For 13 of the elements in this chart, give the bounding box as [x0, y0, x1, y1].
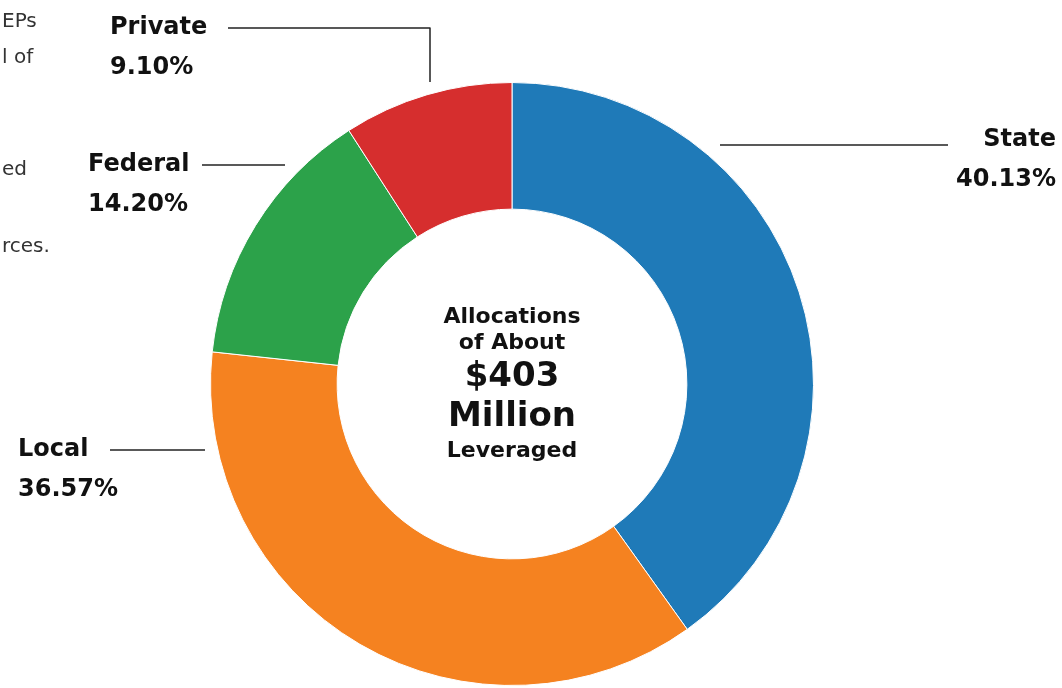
data-label: 40.13% — [956, 164, 1056, 193]
slice-label: Local — [18, 434, 89, 463]
text: rces. — [2, 233, 50, 258]
slice-label: Private — [110, 12, 208, 41]
text: ed — [2, 156, 27, 181]
text: Allocations of About $403 Million Leveraged — [443, 302, 581, 462]
slice-label: Federal — [88, 149, 190, 178]
text: l of — [2, 44, 35, 69]
data-label: 9.10% — [110, 52, 194, 81]
data-label: 14.20% — [88, 189, 188, 218]
data-label: 36.57% — [18, 474, 118, 503]
text: EPs — [2, 8, 37, 33]
slice-label: State — [983, 124, 1056, 153]
